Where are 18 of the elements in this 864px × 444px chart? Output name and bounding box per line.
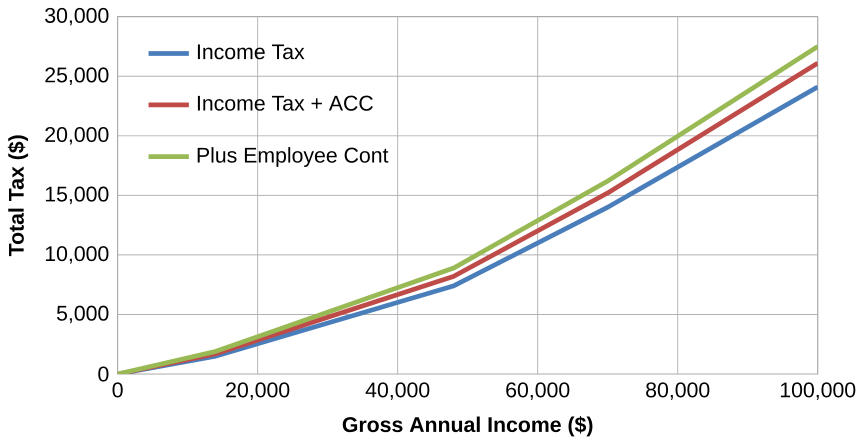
x-tick-label: 40,000 (366, 382, 430, 400)
x-tick-label: 80,000 (646, 382, 710, 400)
y-tick-label: 25,000 (45, 67, 108, 85)
y-tick-label: 20,000 (45, 126, 108, 144)
x-axis-title: Gross Annual Income ($) (342, 416, 592, 436)
y-axis-title: Total Tax ($) (8, 135, 28, 256)
x-tick-label: 100,000 (780, 382, 856, 400)
y-tick-label: 30,000 (45, 8, 108, 26)
y-tick-label: 0 (98, 366, 108, 382)
x-tick-label: 60,000 (506, 382, 570, 400)
legend-label: Plus Employee Cont (198, 147, 388, 167)
y-tick-label: 15,000 (46, 186, 108, 204)
legend-label: Income Tax (198, 44, 304, 60)
legend-label: Income Tax + ACC (198, 96, 373, 111)
x-tick-label: 20,000 (226, 382, 290, 400)
y-tick-label: 10,000 (46, 246, 108, 264)
y-tick-label: 5,000 (56, 306, 108, 324)
x-tick-label: 0 (112, 382, 123, 398)
